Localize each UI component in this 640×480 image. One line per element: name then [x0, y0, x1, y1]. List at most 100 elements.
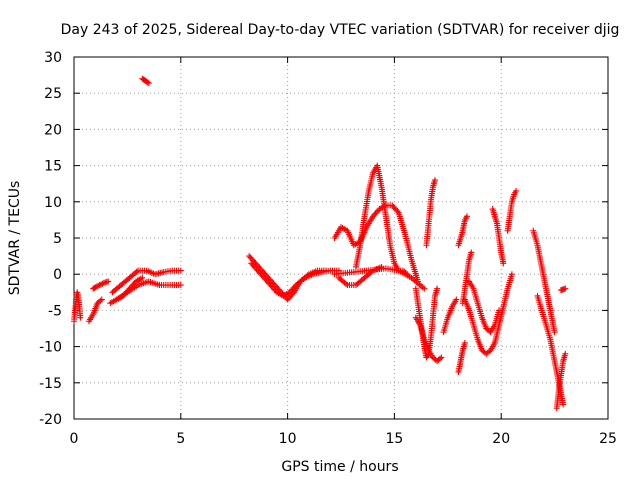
- y-tick-label: 25: [44, 86, 62, 102]
- data-point: [253, 266, 260, 273]
- data-point: [436, 355, 443, 362]
- x-tick-label: 20: [492, 431, 510, 447]
- data-point: [97, 297, 104, 304]
- data-point: [95, 282, 102, 289]
- data-point: [431, 177, 438, 184]
- data-point: [177, 282, 184, 289]
- data-point: [270, 284, 277, 291]
- series-s19: [459, 249, 475, 307]
- data-point: [371, 211, 378, 218]
- series-s24: [504, 187, 520, 234]
- data-point: [300, 276, 307, 283]
- x-tick-label: 5: [176, 431, 185, 447]
- data-point: [393, 206, 400, 213]
- x-tick-label: 15: [385, 431, 403, 447]
- data-point: [461, 339, 468, 346]
- series-s16: [412, 314, 445, 365]
- y-tick-label: -20: [39, 412, 62, 428]
- data-point: [421, 285, 428, 292]
- data-point: [562, 350, 569, 357]
- y-tick-label: 30: [44, 50, 62, 66]
- data-point: [248, 260, 255, 267]
- data-point: [390, 203, 397, 210]
- series-s26: [530, 227, 558, 336]
- data-point: [508, 271, 515, 278]
- data-point: [98, 281, 105, 288]
- data-point: [464, 213, 471, 220]
- data-point: [133, 268, 140, 275]
- series-s17: [440, 296, 460, 336]
- data-point: [177, 267, 184, 274]
- data-point: [560, 401, 567, 408]
- data-point: [77, 314, 84, 321]
- data-point: [370, 213, 377, 220]
- data-point: [562, 285, 569, 292]
- data-point: [98, 296, 105, 303]
- data-point: [250, 263, 257, 270]
- data-point: [257, 270, 264, 277]
- data-point: [513, 187, 520, 194]
- series-s1: [71, 289, 84, 325]
- series-s18: [455, 339, 468, 375]
- data-point: [246, 253, 253, 260]
- series-s5: [109, 267, 184, 296]
- data-point: [342, 280, 349, 287]
- data-point: [286, 289, 293, 296]
- data-point: [263, 277, 270, 284]
- x-tick-label: 10: [279, 431, 297, 447]
- y-tick-label: 5: [53, 231, 62, 247]
- series-s23: [489, 206, 507, 267]
- data-point: [261, 274, 268, 281]
- data-point: [391, 205, 398, 212]
- data-point: [92, 284, 99, 291]
- data-point: [254, 267, 261, 274]
- data-point: [266, 280, 273, 287]
- data-series: [71, 75, 569, 412]
- data-point: [264, 279, 271, 286]
- series-s13: [331, 265, 428, 292]
- series-s12: [352, 162, 411, 278]
- series-s15: [423, 177, 438, 249]
- y-tick-label: -5: [48, 303, 62, 319]
- data-point: [271, 286, 278, 293]
- data-point: [284, 296, 291, 303]
- data-point: [267, 282, 274, 289]
- y-tick-label: 15: [44, 159, 62, 175]
- data-point: [139, 274, 146, 281]
- series-s20: [461, 296, 498, 357]
- y-tick-label: 20: [44, 122, 62, 138]
- data-point: [438, 354, 445, 361]
- data-point: [252, 264, 259, 271]
- data-point: [291, 283, 298, 290]
- data-point: [93, 283, 100, 290]
- data-point: [394, 208, 401, 215]
- data-point: [105, 278, 112, 285]
- chart-title: Day 243 of 2025, Sidereal Day-to-day VTE…: [61, 22, 620, 38]
- series-s29: [558, 285, 569, 294]
- grid: [74, 57, 608, 419]
- x-axis-label: GPS time / hours: [281, 459, 398, 475]
- data-point: [99, 280, 106, 287]
- data-point: [258, 271, 265, 278]
- data-point: [259, 273, 266, 280]
- axis-ticks: 0 5 10 15 20 25 -20 -15 -10 -5 0 5 10 15 20 25 30: [39, 50, 617, 447]
- data-point: [551, 329, 558, 336]
- series-s22: [491, 271, 515, 346]
- data-point: [96, 282, 103, 289]
- series-s2: [85, 296, 105, 325]
- x-tick-label: 25: [599, 431, 617, 447]
- series-s25: [455, 213, 471, 249]
- data-point: [144, 79, 151, 86]
- data-point: [468, 249, 475, 256]
- data-point: [285, 295, 292, 302]
- series-s6: [113, 278, 184, 303]
- y-tick-label: 0: [53, 267, 62, 283]
- y-tick-label: 10: [44, 195, 62, 211]
- data-point: [500, 260, 507, 267]
- data-point: [247, 254, 254, 261]
- data-point: [268, 283, 275, 290]
- data-point: [453, 296, 460, 303]
- data-point: [255, 269, 262, 276]
- data-point: [289, 286, 296, 293]
